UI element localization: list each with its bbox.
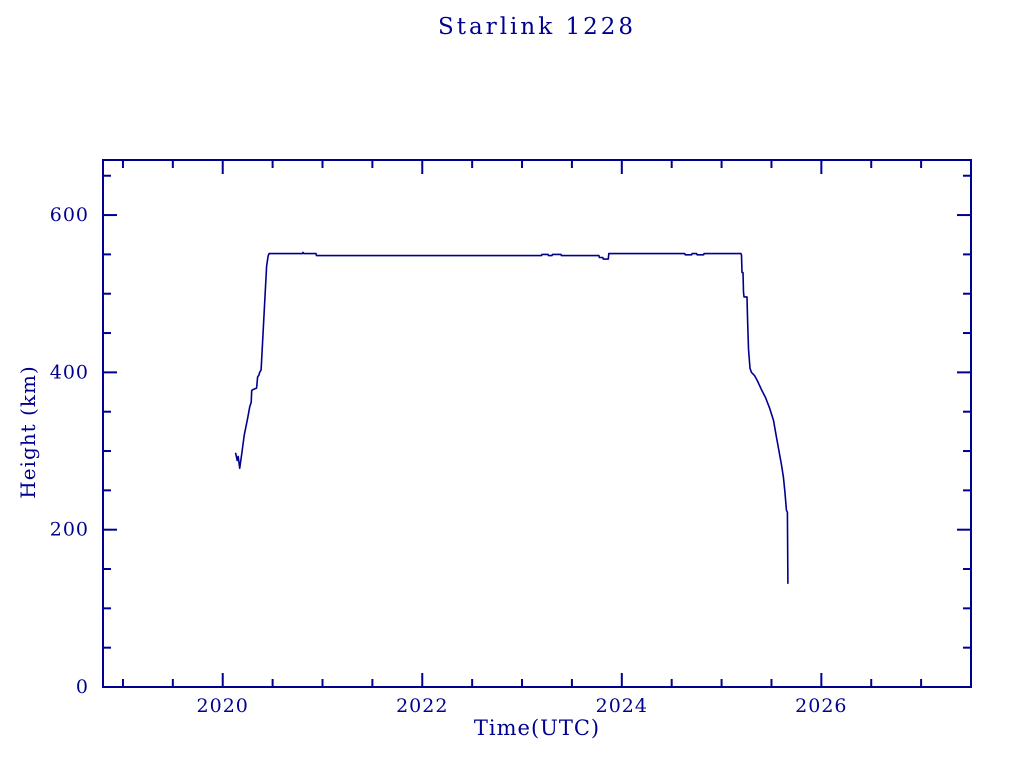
x-tick-label: 2020 xyxy=(197,695,249,717)
y-axis-label: Height (km) xyxy=(16,365,40,499)
y-tick-label: 200 xyxy=(50,519,89,541)
x-tick-label: 2022 xyxy=(396,695,448,717)
plot-border xyxy=(102,159,972,688)
x-tick-label: 2026 xyxy=(795,695,847,717)
chart-title: Starlink 1228 xyxy=(437,14,636,40)
y-tick-label: 400 xyxy=(50,361,89,383)
height-series-line xyxy=(234,251,789,585)
x-tick-label: 2024 xyxy=(596,695,648,717)
y-tick-label: 600 xyxy=(50,204,89,226)
y-tick-label: 0 xyxy=(76,676,89,698)
x-axis-label: Time(UTC) xyxy=(473,716,601,740)
